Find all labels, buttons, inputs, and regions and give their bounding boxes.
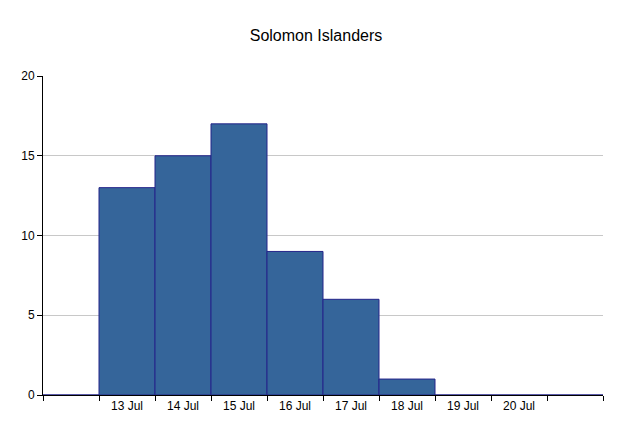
svg-text:20: 20 xyxy=(21,69,35,83)
svg-text:5: 5 xyxy=(28,308,35,322)
svg-text:0: 0 xyxy=(28,388,35,402)
svg-text:16 Jul: 16 Jul xyxy=(279,399,311,413)
svg-text:15: 15 xyxy=(21,149,35,163)
svg-text:Solomon Islanders: Solomon Islanders xyxy=(250,27,383,44)
svg-text:10: 10 xyxy=(21,229,35,243)
svg-text:19 Jul: 19 Jul xyxy=(447,399,479,413)
svg-text:17 Jul: 17 Jul xyxy=(335,399,367,413)
svg-text:14 Jul: 14 Jul xyxy=(167,399,199,413)
svg-text:15 Jul: 15 Jul xyxy=(223,399,255,413)
svg-text:18 Jul: 18 Jul xyxy=(391,399,423,413)
svg-text:20 Jul: 20 Jul xyxy=(503,399,535,413)
svg-text:13 Jul: 13 Jul xyxy=(111,399,143,413)
